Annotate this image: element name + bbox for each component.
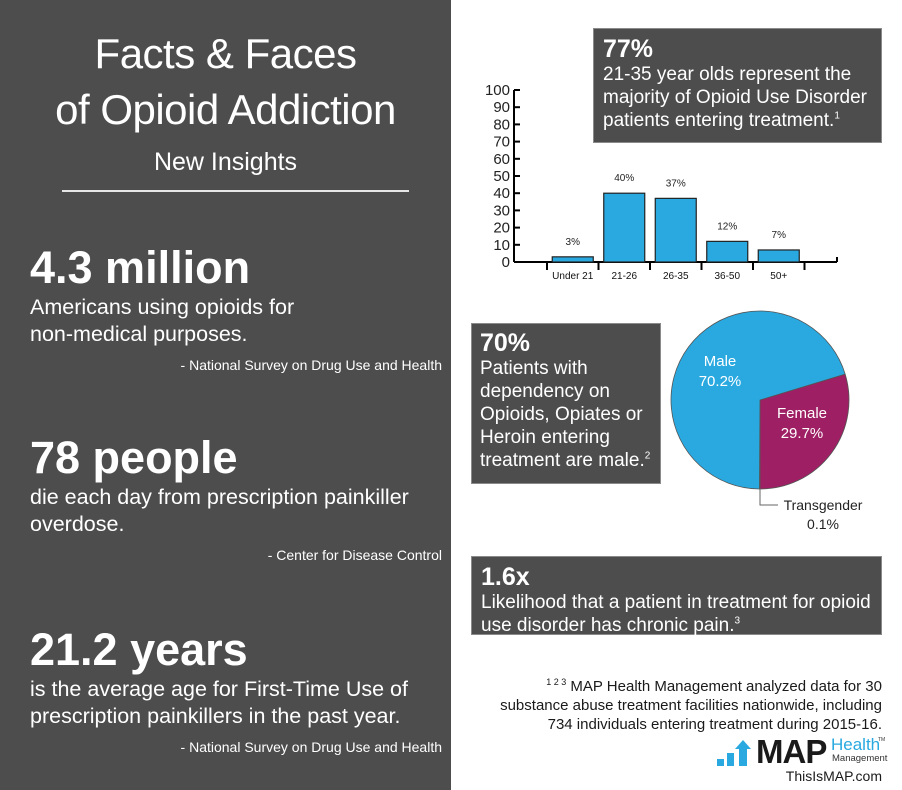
footnote-line: 734 individuals entering treatment durin…	[547, 716, 882, 733]
fact-desc-line: die each day from prescription painkille…	[30, 485, 409, 509]
fact-stat: 21.2 years	[30, 624, 248, 675]
fact-desc-line: is the average age for First-Time Use of	[30, 677, 408, 701]
callout-line: Opioids, Opiates or	[480, 404, 643, 425]
pie-label: Male	[704, 353, 737, 370]
callout-stat: 70%	[480, 329, 531, 357]
title-divider	[62, 190, 409, 192]
callout-line: patients entering treatment.	[603, 110, 835, 131]
y-tick-label: 0	[502, 254, 510, 271]
fact-desc-line: overdose.	[30, 512, 125, 536]
x-tick-label: 21-26	[611, 271, 637, 282]
pie-value-label: 0.1%	[807, 516, 839, 532]
pie-leader-line	[759, 489, 778, 506]
y-tick-label: 30	[493, 202, 510, 219]
map-health-logo: MAP Health Management TM	[716, 733, 888, 770]
fact-desc: is the average age for First-Time Use of…	[30, 676, 442, 730]
callout-line: use disorder has chronic pain.	[481, 615, 735, 636]
y-tick-label: 60	[493, 151, 510, 168]
callout-stat: 77%	[603, 35, 654, 63]
y-tick-label: 70	[493, 134, 510, 151]
bar	[706, 240, 749, 263]
logo-management-text: Management	[832, 753, 888, 764]
bar	[757, 249, 800, 263]
pie-label: Female	[777, 405, 827, 422]
footnote-ref: 2	[644, 450, 651, 462]
page-title-line1: Facts & Faces	[94, 30, 357, 77]
footnote-ref: 3	[734, 615, 741, 627]
callout-pain: 1.6x Likelihood that a patient in treatm…	[471, 556, 882, 637]
logo-health-text: Health	[831, 735, 881, 754]
bar-data-label: 40%	[614, 173, 634, 184]
fact-deaths: 78 people die each day from prescription…	[30, 432, 442, 564]
bar	[603, 192, 646, 263]
footnote-marks: 1 2 3	[546, 677, 567, 687]
website-link[interactable]: ThisIsMAP.com	[785, 768, 882, 784]
bar-data-label: 7%	[772, 230, 787, 241]
callout-line: majority of Opioid Use Disorder	[603, 87, 867, 108]
y-tick-label: 10	[493, 237, 510, 254]
pie-slice-male	[670, 310, 846, 490]
bar-data-label: 3%	[566, 237, 581, 248]
y-tick-label: 20	[493, 220, 510, 237]
callout-line: Heroin entering	[480, 427, 610, 448]
footnote-ref: 1	[834, 110, 840, 122]
fact-stat: 4.3 million	[30, 242, 251, 293]
callout-line: Likelihood that a patient in treatment f…	[481, 592, 871, 613]
x-tick-label: 26-35	[663, 271, 689, 282]
y-tick-label: 40	[493, 185, 510, 202]
footnote-line: MAP Health Management analyzed data for …	[570, 678, 882, 695]
page-subtitle: New Insights	[153, 148, 298, 176]
fact-stat: 78 people	[30, 432, 238, 483]
callout-stat: 1.6x	[481, 563, 530, 591]
rising-bars-icon	[717, 740, 751, 766]
callout-desc: Patients with dependency on Opioids, Opi…	[480, 357, 660, 472]
y-tick-label: 90	[493, 99, 510, 116]
pie-value-label: 29.7%	[781, 425, 824, 442]
fact-desc: die each day from prescription painkille…	[30, 484, 442, 538]
callout-desc: Likelihood that a patient in treatment f…	[481, 591, 881, 637]
y-tick-label: 50	[493, 168, 510, 185]
left-panel: Facts & Faces of Opioid Addiction New In…	[0, 0, 451, 790]
callout-line: 21-35 year olds represent the	[603, 64, 852, 85]
gender-pie-chart: Male 70.2% Female 29.7% Transgender 0.1%	[670, 310, 863, 532]
footnote: 1 2 3 MAP Health Management analyzed dat…	[480, 677, 882, 734]
fact-desc: Americans using opioids for non-medical p…	[30, 294, 442, 348]
fact-source: - Center for Disease Control	[267, 547, 442, 563]
callout-gender: 70% Patients with dependency on Opioids,…	[471, 323, 661, 484]
fact-desc-line: non-medical purposes.	[30, 322, 248, 346]
fact-desc-line: Americans using opioids for	[30, 295, 295, 319]
page-title-line2: of Opioid Addiction	[55, 86, 396, 133]
footnote-line: substance abuse treatment facilities nat…	[500, 697, 882, 714]
callout-line: dependency on	[480, 381, 610, 402]
fact-age: 21.2 years is the average age for First-…	[30, 624, 442, 756]
fact-users: 4.3 million Americans using opioids for n…	[30, 242, 442, 374]
fact-source: - National Survey on Drug Use and Health	[180, 357, 442, 373]
y-tick-label: 80	[493, 116, 510, 133]
callout-age: 77% 21-35 year olds represent the majori…	[593, 28, 882, 143]
callout-line: treatment are male.	[480, 450, 645, 471]
x-tick-label: Under 21	[552, 271, 594, 282]
fact-desc-line: prescription painkillers in the past yea…	[30, 704, 401, 728]
bar-data-label: 37%	[666, 178, 686, 189]
y-tick-label: 100	[485, 82, 510, 99]
logo-trademark: TM	[878, 737, 886, 743]
fact-source: - National Survey on Drug Use and Health	[180, 739, 442, 755]
bar-data-label: 12%	[717, 221, 737, 232]
pie-slice-female	[759, 373, 850, 490]
pie-value-label: 70.2%	[699, 373, 742, 390]
pie-label: Transgender	[784, 497, 863, 513]
x-tick-label: 36-50	[714, 271, 740, 282]
logo-map-text: MAP	[756, 733, 827, 770]
x-tick-label: 50+	[770, 271, 787, 282]
callout-desc: 21-35 year olds represent the majority o…	[603, 63, 881, 132]
callout-line: Patients with	[480, 358, 588, 379]
bar	[551, 256, 594, 263]
bar	[654, 197, 697, 263]
